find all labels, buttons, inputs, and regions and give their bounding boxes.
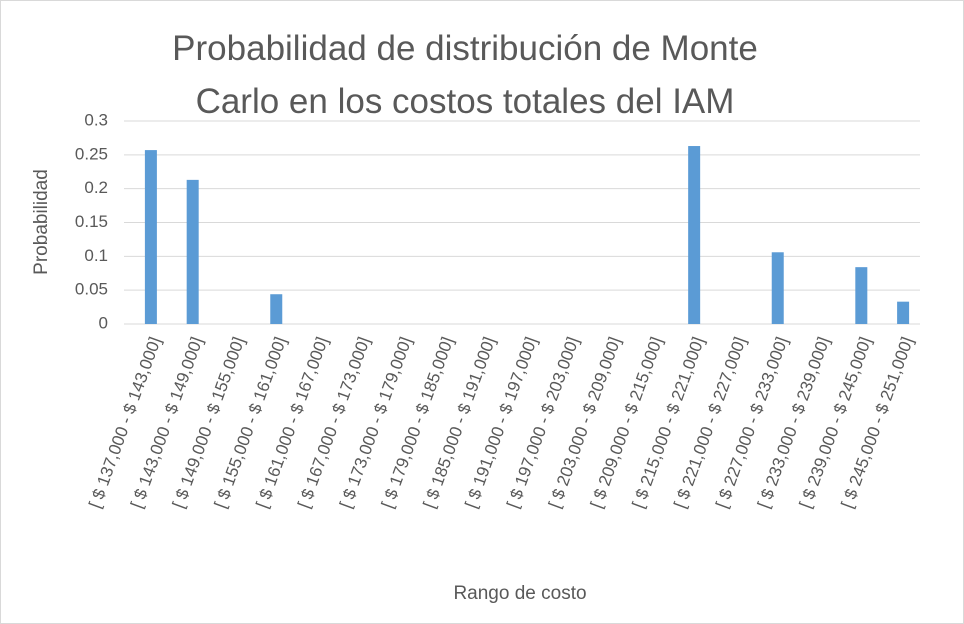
bar [144, 150, 157, 324]
y-tick-label: 0 [99, 313, 108, 332]
y-tick-label: 0.3 [84, 110, 108, 129]
x-axis-title: Rango de costo [453, 583, 586, 604]
y-axis-title: Probabilidad [31, 169, 52, 275]
y-tick-label: 0.05 [75, 280, 108, 299]
bar [688, 146, 701, 324]
y-tick-label: 0.2 [84, 178, 108, 197]
y-tick-label: 0.1 [84, 246, 108, 265]
bar [897, 301, 910, 324]
bar [855, 267, 868, 324]
bar [186, 179, 199, 324]
bar [270, 294, 283, 324]
bar [771, 252, 784, 324]
y-tick-label: 0.25 [75, 144, 108, 163]
chart-title: Probabilidad de distribución de Monte Ca… [172, 29, 758, 121]
y-tick-label: 0.15 [75, 212, 108, 231]
